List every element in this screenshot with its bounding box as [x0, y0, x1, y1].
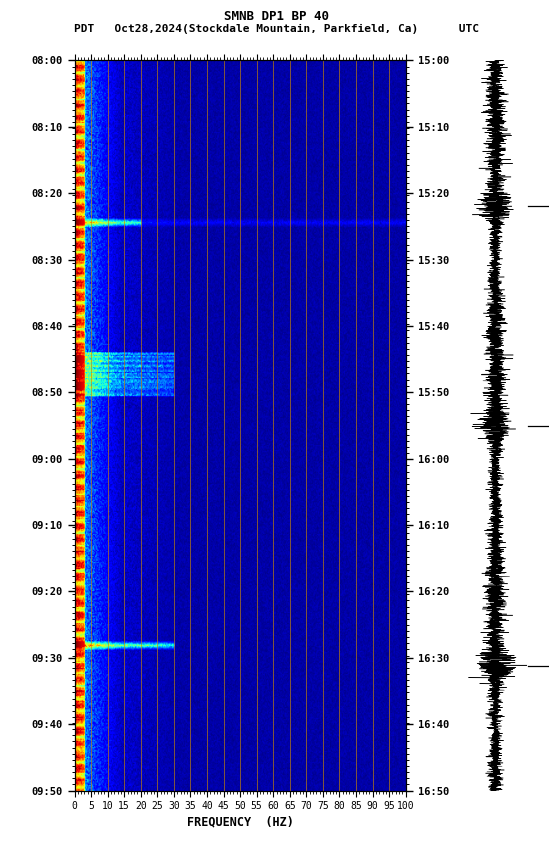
Text: SMNB DP1 BP 40: SMNB DP1 BP 40	[224, 10, 328, 23]
X-axis label: FREQUENCY  (HZ): FREQUENCY (HZ)	[187, 815, 294, 828]
Text: PDT   Oct28,2024(Stockdale Mountain, Parkfield, Ca)      UTC: PDT Oct28,2024(Stockdale Mountain, Parkf…	[73, 24, 479, 35]
